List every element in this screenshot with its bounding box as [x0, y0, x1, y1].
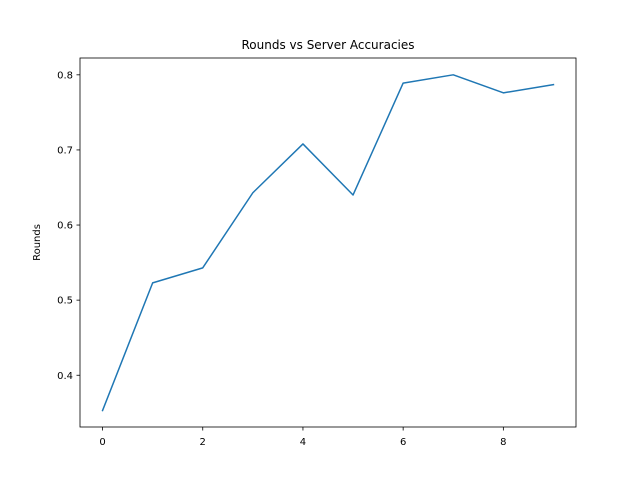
y-tick-label: 0.5	[57, 296, 73, 307]
y-tick-label: 0.6	[57, 221, 73, 232]
y-axis-label: Rounds	[32, 224, 43, 261]
plot-frame	[79, 57, 577, 428]
series-line-0	[101, 74, 555, 412]
x-tick-label: 8	[500, 437, 506, 448]
plot-area	[79, 57, 577, 428]
x-tick-label: 4	[300, 437, 306, 448]
y-tick-label: 0.7	[57, 145, 73, 156]
chart-title: Rounds vs Server Accuracies	[241, 38, 414, 52]
x-tick-label: 2	[200, 437, 206, 448]
y-axis: 0.4 0.5 0.6 0.7 0.8	[57, 70, 80, 382]
x-tick-label: 0	[99, 437, 105, 448]
series-layer	[101, 74, 555, 412]
y-tick-label: 0.8	[57, 70, 73, 81]
y-tick-label: 0.4	[57, 371, 73, 382]
x-tick-label: 6	[400, 437, 406, 448]
x-axis: 0 2 4 6 8	[99, 427, 507, 448]
